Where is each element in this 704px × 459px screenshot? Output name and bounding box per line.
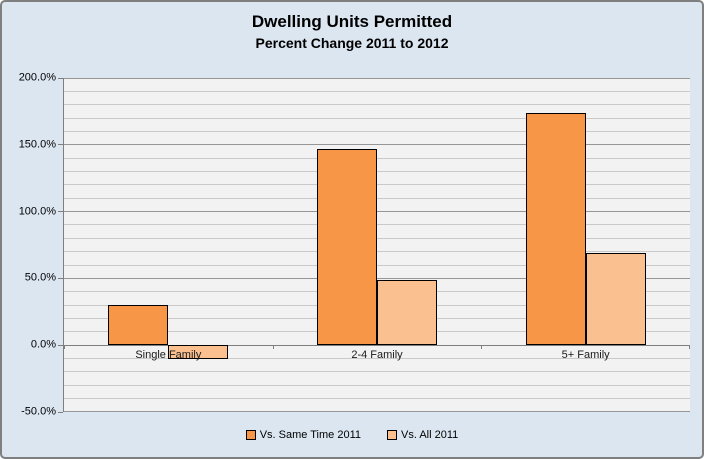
- bar-5-family-vs-same-time-2011: [525, 112, 586, 346]
- legend-swatch-vs-all-2011: [387, 430, 397, 440]
- minor-gridline: [64, 117, 690, 119]
- minor-gridline: [64, 264, 690, 266]
- bar-2-4-family-vs-same-time-2011: [317, 148, 377, 346]
- chart-subtitle: Percent Change 2011 to 2012: [255, 35, 449, 51]
- minor-gridline: [64, 251, 690, 253]
- minor-gridline: [64, 157, 690, 159]
- y-axis-label: -50.0%: [21, 405, 56, 418]
- legend-swatch-vs-same-time-2011: [245, 430, 256, 440]
- y-axis-tick: [58, 211, 63, 213]
- y-axis-label: 200.0%: [18, 71, 56, 84]
- legend-item-vs-all-2011: Vs. All 2011: [387, 429, 458, 441]
- y-axis-label: 50.0%: [24, 271, 56, 284]
- minor-gridline: [64, 371, 690, 373]
- x-axis-tick: [481, 345, 483, 350]
- bar-single-family-vs-same-time-2011: [108, 305, 169, 346]
- minor-gridline: [64, 398, 690, 400]
- minor-gridline: [64, 90, 690, 92]
- legend: Vs. Same Time 2011 Vs. All 2011: [2, 429, 702, 441]
- minor-gridline: [64, 224, 690, 226]
- legend-label: Vs. All 2011: [401, 429, 459, 441]
- minor-gridline: [64, 130, 690, 132]
- major-gridline: [64, 211, 690, 213]
- y-axis-label: 0.0%: [30, 338, 56, 351]
- chart-title: Dwelling Units Permitted: [251, 12, 453, 31]
- major-gridline: [64, 411, 690, 412]
- legend-label: Vs. Same Time 2011: [259, 429, 361, 441]
- major-gridline: [64, 277, 690, 279]
- bar-5-family-vs-all-2011: [585, 253, 646, 346]
- bar-single-family-vs-all-2011: [168, 345, 229, 359]
- minor-gridline: [64, 104, 690, 106]
- x-axis-label-single-family: Single Family: [135, 349, 202, 362]
- y-axis-tick: [58, 277, 63, 279]
- major-gridline: [64, 144, 690, 146]
- minor-gridline: [64, 171, 690, 173]
- minor-gridline: [64, 184, 690, 186]
- y-axis-tick: [58, 344, 63, 346]
- x-axis-line: [64, 344, 690, 346]
- plot-area: Single Family 2-4 Family 5+ Family: [64, 78, 690, 412]
- y-axis-label: 150.0%: [18, 138, 56, 151]
- y-axis-tick: [58, 144, 63, 146]
- x-axis-tick: [689, 345, 690, 350]
- minor-gridline: [64, 384, 690, 386]
- y-axis-label: 100.0%: [18, 205, 56, 218]
- minor-gridline: [64, 197, 690, 199]
- minor-gridline: [64, 358, 690, 360]
- y-axis-line: [63, 78, 64, 412]
- bar-2-4-family-vs-all-2011: [377, 279, 437, 346]
- major-gridline: [64, 78, 690, 79]
- y-axis-tick: [58, 411, 63, 413]
- y-axis-tick: [58, 77, 63, 79]
- x-axis-label-2-4-family: 2-4 Family: [351, 349, 403, 362]
- x-axis-label-5-family: 5+ Family: [561, 349, 610, 362]
- legend-item-vs-same-time-2011: Vs. Same Time 2011: [245, 429, 361, 441]
- x-axis-tick: [272, 345, 274, 350]
- minor-gridline: [64, 237, 690, 239]
- x-axis-tick: [64, 345, 65, 350]
